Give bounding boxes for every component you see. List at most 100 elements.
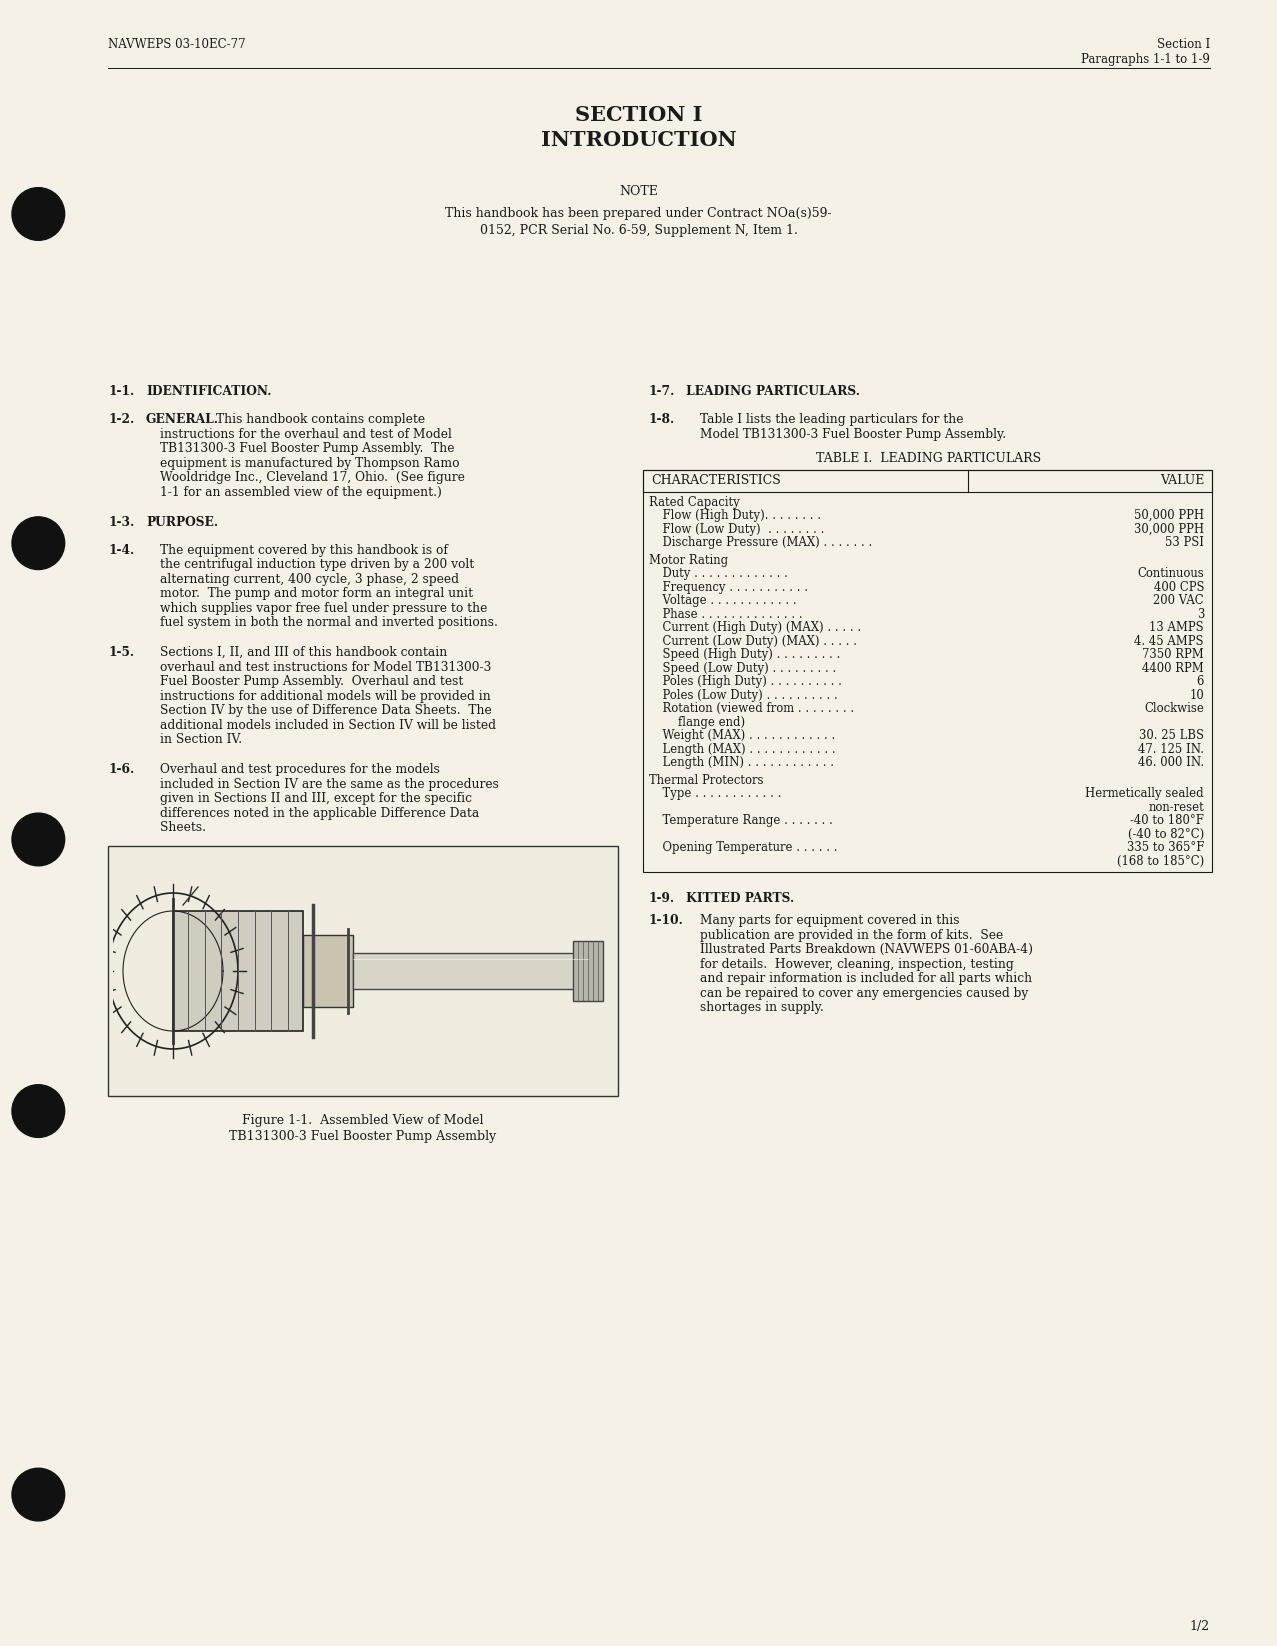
Text: motor.  The pump and motor form an integral unit: motor. The pump and motor form an integr… — [160, 588, 472, 601]
Text: -40 to 180°F: -40 to 180°F — [1130, 815, 1204, 826]
Bar — [644, 469, 1212, 872]
Text: NAVWEPS 03-10EC-77: NAVWEPS 03-10EC-77 — [109, 38, 245, 51]
Text: 1-3.: 1-3. — [109, 515, 134, 528]
Text: Figure 1-1.  Assembled View of Model: Figure 1-1. Assembled View of Model — [243, 1114, 484, 1128]
Text: the centrifugal induction type driven by a 200 volt: the centrifugal induction type driven by… — [160, 558, 474, 571]
Text: 10: 10 — [1189, 688, 1204, 701]
Text: Current (High Duty) (MAX) . . . . .: Current (High Duty) (MAX) . . . . . — [655, 621, 861, 634]
Text: 1-9.: 1-9. — [647, 892, 674, 905]
Text: Voltage . . . . . . . . . . . .: Voltage . . . . . . . . . . . . — [655, 594, 797, 607]
Text: 4400 RPM: 4400 RPM — [1142, 662, 1204, 675]
Text: 30,000 PPH: 30,000 PPH — [1134, 522, 1204, 535]
Circle shape — [11, 1468, 65, 1521]
Text: Opening Temperature . . . . . .: Opening Temperature . . . . . . — [655, 841, 838, 854]
Bar — [644, 469, 1212, 492]
Text: differences noted in the applicable Difference Data: differences noted in the applicable Diff… — [160, 807, 479, 820]
Text: equipment is manufactured by Thompson Ramo: equipment is manufactured by Thompson Ra… — [160, 456, 460, 469]
Text: Motor Rating: Motor Rating — [649, 553, 728, 566]
Text: 200 VAC: 200 VAC — [1153, 594, 1204, 607]
Text: Length (MIN) . . . . . . . . . . . .: Length (MIN) . . . . . . . . . . . . — [655, 756, 834, 769]
Text: 1-7.: 1-7. — [647, 385, 674, 398]
Text: Many parts for equipment covered in this: Many parts for equipment covered in this — [700, 914, 959, 927]
Text: Length (MAX) . . . . . . . . . . . .: Length (MAX) . . . . . . . . . . . . — [655, 742, 835, 756]
Text: non-reset: non-reset — [1148, 800, 1204, 813]
Text: 3: 3 — [1197, 607, 1204, 621]
Bar — [172, 910, 303, 1030]
Text: TB131300-3 Fuel Booster Pump Assembly: TB131300-3 Fuel Booster Pump Assembly — [230, 1131, 497, 1142]
Text: PURPOSE.: PURPOSE. — [146, 515, 218, 528]
Text: Poles (Low Duty) . . . . . . . . . .: Poles (Low Duty) . . . . . . . . . . — [655, 688, 838, 701]
Text: can be repaired to cover any emergencies caused by: can be repaired to cover any emergencies… — [700, 986, 1028, 999]
Text: Discharge Pressure (MAX) . . . . . . .: Discharge Pressure (MAX) . . . . . . . — [655, 537, 872, 550]
Text: Sheets.: Sheets. — [160, 821, 206, 835]
Text: Section I: Section I — [1157, 38, 1211, 51]
Text: overhaul and test instructions for Model TB131300-3: overhaul and test instructions for Model… — [160, 660, 492, 673]
Circle shape — [11, 188, 65, 240]
Text: VALUE: VALUE — [1160, 474, 1204, 487]
Text: 4. 45 AMPS: 4. 45 AMPS — [1134, 634, 1204, 647]
Text: NOTE: NOTE — [619, 184, 658, 198]
Text: included in Section IV are the same as the procedures: included in Section IV are the same as t… — [160, 777, 499, 790]
Text: 1-4.: 1-4. — [109, 543, 134, 556]
Text: 1-1.: 1-1. — [109, 385, 134, 398]
Text: 1-10.: 1-10. — [647, 914, 683, 927]
Text: Poles (High Duty) . . . . . . . . . .: Poles (High Duty) . . . . . . . . . . — [655, 675, 842, 688]
Text: This handbook contains complete: This handbook contains complete — [216, 413, 425, 426]
Text: Hermetically sealed: Hermetically sealed — [1085, 787, 1204, 800]
Text: Current (Low Duty) (MAX) . . . . .: Current (Low Duty) (MAX) . . . . . — [655, 634, 857, 647]
Bar — [352, 953, 587, 989]
Text: Sections I, II, and III of this handbook contain: Sections I, II, and III of this handbook… — [160, 645, 447, 658]
Circle shape — [11, 517, 65, 570]
Text: Flow (Low Duty)  . . . . . . . .: Flow (Low Duty) . . . . . . . . — [655, 522, 825, 535]
Text: 6: 6 — [1197, 675, 1204, 688]
Text: in Section IV.: in Section IV. — [160, 732, 243, 746]
Text: Type . . . . . . . . . . . .: Type . . . . . . . . . . . . — [655, 787, 782, 800]
Text: This handbook has been prepared under Contract NOa(s)59-: This handbook has been prepared under Co… — [446, 207, 831, 221]
Text: Phase . . . . . . . . . . . . . .: Phase . . . . . . . . . . . . . . — [655, 607, 803, 621]
Text: shortages in supply.: shortages in supply. — [700, 1001, 824, 1014]
Text: Thermal Protectors: Thermal Protectors — [649, 774, 764, 787]
Text: CHARACTERISTICS: CHARACTERISTICS — [651, 474, 780, 487]
Text: publication are provided in the form of kits.  See: publication are provided in the form of … — [700, 928, 1004, 942]
Text: and repair information is included for all parts which: and repair information is included for a… — [700, 973, 1032, 984]
Text: 400 CPS: 400 CPS — [1153, 581, 1204, 594]
Text: Table I lists the leading particulars for the: Table I lists the leading particulars fo… — [700, 413, 964, 426]
Text: 1-1 for an assembled view of the equipment.): 1-1 for an assembled view of the equipme… — [160, 486, 442, 499]
Text: Rotation (viewed from . . . . . . . .: Rotation (viewed from . . . . . . . . — [655, 701, 854, 714]
Text: KITTED PARTS.: KITTED PARTS. — [686, 892, 794, 905]
Text: (168 to 185°C): (168 to 185°C) — [1117, 854, 1204, 867]
Text: flange end): flange end) — [663, 716, 744, 729]
Text: 1/2: 1/2 — [1190, 1620, 1211, 1633]
Text: 335 to 365°F: 335 to 365°F — [1126, 841, 1204, 854]
Text: Overhaul and test procedures for the models: Overhaul and test procedures for the mod… — [160, 764, 439, 775]
Text: 50,000 PPH: 50,000 PPH — [1134, 509, 1204, 522]
Text: Model TB131300-3 Fuel Booster Pump Assembly.: Model TB131300-3 Fuel Booster Pump Assem… — [700, 428, 1006, 441]
Text: INTRODUCTION: INTRODUCTION — [540, 130, 737, 150]
Text: Flow (High Duty). . . . . . . .: Flow (High Duty). . . . . . . . — [655, 509, 821, 522]
Text: alternating current, 400 cycle, 3 phase, 2 speed: alternating current, 400 cycle, 3 phase,… — [160, 573, 458, 586]
Text: Illustrated Parts Breakdown (NAVWEPS 01-60ABA-4): Illustrated Parts Breakdown (NAVWEPS 01-… — [700, 943, 1033, 956]
Text: Wooldridge Inc., Cleveland 17, Ohio.  (See figure: Wooldridge Inc., Cleveland 17, Ohio. (Se… — [160, 471, 465, 484]
Text: Fuel Booster Pump Assembly.  Overhaul and test: Fuel Booster Pump Assembly. Overhaul and… — [160, 675, 464, 688]
Text: Rated Capacity: Rated Capacity — [649, 495, 739, 509]
Circle shape — [11, 1085, 65, 1137]
Text: SECTION I: SECTION I — [575, 105, 702, 125]
Text: GENERAL.: GENERAL. — [146, 413, 218, 426]
Text: 0152, PCR Serial No. 6-59, Supplement N, Item 1.: 0152, PCR Serial No. 6-59, Supplement N,… — [480, 224, 797, 237]
Text: 1-8.: 1-8. — [647, 413, 674, 426]
Text: which supplies vapor free fuel under pressure to the: which supplies vapor free fuel under pre… — [160, 601, 488, 614]
Text: TABLE I.  LEADING PARTICULARS: TABLE I. LEADING PARTICULARS — [816, 451, 1042, 464]
Text: Section IV by the use of Difference Data Sheets.  The: Section IV by the use of Difference Data… — [160, 704, 492, 718]
Text: fuel system in both the normal and inverted positions.: fuel system in both the normal and inver… — [160, 616, 498, 629]
Text: LEADING PARTICULARS.: LEADING PARTICULARS. — [686, 385, 859, 398]
Text: The equipment covered by this handbook is of: The equipment covered by this handbook i… — [160, 543, 448, 556]
Text: 53 PSI: 53 PSI — [1165, 537, 1204, 550]
Text: instructions for additional models will be provided in: instructions for additional models will … — [160, 690, 490, 703]
Text: Temperature Range . . . . . . .: Temperature Range . . . . . . . — [655, 815, 833, 826]
Text: 7350 RPM: 7350 RPM — [1142, 649, 1204, 662]
Text: given in Sections II and III, except for the specific: given in Sections II and III, except for… — [160, 792, 472, 805]
Text: instructions for the overhaul and test of Model: instructions for the overhaul and test o… — [160, 428, 452, 441]
Bar — [303, 935, 352, 1007]
Text: 1-5.: 1-5. — [109, 645, 134, 658]
Text: Speed (High Duty) . . . . . . . . .: Speed (High Duty) . . . . . . . . . — [655, 649, 840, 662]
